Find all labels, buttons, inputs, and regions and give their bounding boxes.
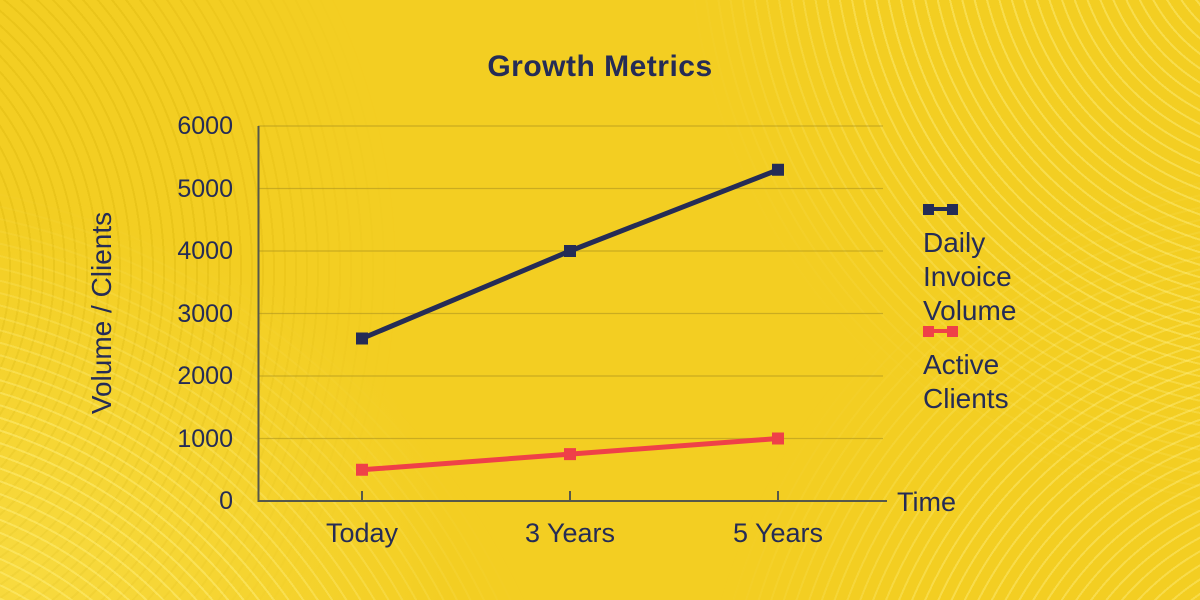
legend-marker-bar bbox=[934, 329, 947, 333]
y-tick-label-2000: 2000 bbox=[177, 362, 233, 390]
y-tick-label-6000: 6000 bbox=[177, 112, 233, 140]
legend-item-daily-invoice-volume: Daily Invoice Volume bbox=[923, 203, 1016, 328]
legend-label: Daily Invoice Volume bbox=[923, 227, 1017, 326]
legend-label: Active Clients bbox=[923, 349, 1009, 414]
data-point-daily-invoice-volume-today bbox=[356, 332, 368, 345]
legend-marker-square bbox=[923, 203, 934, 215]
data-point-daily-invoice-volume-5-years bbox=[772, 163, 784, 176]
legend-marker-bar bbox=[934, 207, 947, 211]
y-tick-label-5000: 5000 bbox=[177, 174, 233, 203]
x-axis-title: Time bbox=[897, 487, 956, 517]
legend-marker-active-clients-icon bbox=[923, 325, 1009, 337]
legend-marker-daily-invoice-volume-icon bbox=[923, 203, 1016, 215]
y-tick-label-0: 0 bbox=[219, 487, 233, 515]
x-tick-label-3-years: 3 Years bbox=[524, 518, 616, 548]
x-tick-label-today: Today bbox=[325, 518, 399, 548]
y-tick-label-1000: 1000 bbox=[177, 424, 233, 453]
data-point-active-clients-5-years bbox=[772, 432, 784, 445]
data-point-active-clients-today bbox=[356, 463, 368, 476]
y-tick-label-3000: 3000 bbox=[177, 299, 233, 328]
legend-item-active-clients: Active Clients bbox=[923, 325, 1009, 416]
legend-marker-square bbox=[947, 325, 958, 337]
chart-title: Growth Metrics bbox=[487, 50, 713, 83]
data-point-daily-invoice-volume-3-years bbox=[564, 245, 576, 257]
data-point-active-clients-3-years bbox=[564, 448, 576, 461]
legend-marker-square bbox=[923, 325, 934, 337]
legend-marker-square bbox=[947, 203, 958, 215]
x-tick-label-5-years: 5 Years bbox=[732, 518, 824, 548]
y-tick-label-4000: 4000 bbox=[177, 237, 233, 265]
